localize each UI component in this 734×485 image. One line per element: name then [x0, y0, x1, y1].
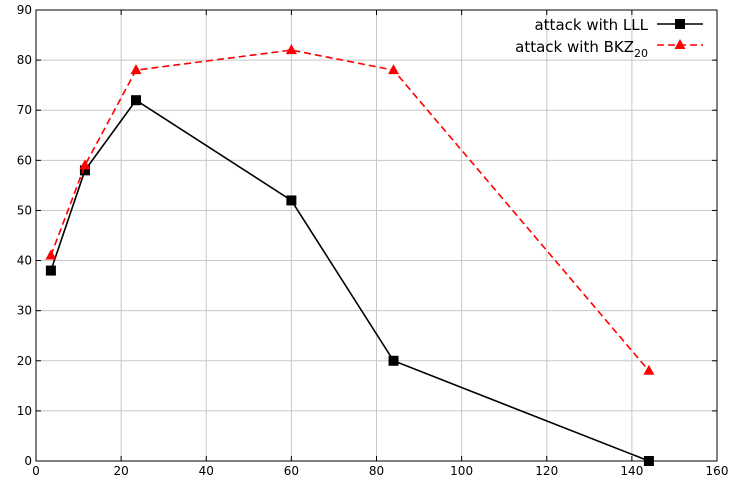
series-0-point-5 [643, 456, 654, 466]
y-tick-label-90: 90 [17, 3, 32, 17]
y-tick-label-0: 0 [24, 454, 32, 468]
x-tick-label-80: 80 [369, 464, 384, 478]
series-0-point-3 [286, 195, 297, 206]
series-line-1 [50, 49, 650, 372]
x-tick-label-60: 60 [284, 464, 299, 478]
series-1-point-3 [285, 44, 297, 55]
series-group [45, 44, 655, 466]
legend-marker-0 [675, 19, 685, 29]
grid [36, 10, 717, 461]
series-0-point-0 [45, 265, 56, 276]
y-tick-label-50: 50 [17, 203, 32, 217]
legend-label-bkz: attack with BKZ20 [515, 38, 648, 60]
legend: attack with LLL attack with BKZ20 [515, 16, 703, 60]
series-1-point-1 [79, 159, 91, 170]
legend-marker-1 [674, 39, 686, 49]
series-line-0 [50, 99, 650, 462]
series-0-point-1 [79, 165, 90, 176]
x-tick-label-140: 140 [620, 464, 643, 478]
x-tick-label-0: 0 [32, 464, 40, 478]
x-tick-label-40: 40 [199, 464, 214, 478]
x-tick-label-160: 160 [706, 464, 729, 478]
series-1-point-0 [45, 249, 57, 260]
series-1 [45, 44, 655, 375]
y-tick-label-30: 30 [17, 304, 32, 318]
y-tick-label-40: 40 [17, 254, 32, 268]
y-tick-label-20: 20 [17, 354, 32, 368]
x-tick-label-20: 20 [113, 464, 128, 478]
x-tick-label-100: 100 [450, 464, 473, 478]
y-tick-label-10: 10 [17, 404, 32, 418]
legend-label-bkz-subscript: 20 [634, 47, 648, 60]
series-0-point-2 [131, 95, 142, 106]
series-1-point-5 [643, 364, 655, 375]
series-1-point-4 [388, 64, 400, 75]
y-tick-label-70: 70 [17, 103, 32, 117]
legend-label-bkz-main: attack with BKZ [515, 38, 634, 56]
y-tick-label-80: 80 [17, 53, 32, 67]
series-1-point-2 [130, 64, 142, 75]
legend-label-lll: attack with LLL [534, 16, 648, 34]
y-tick-label-60: 60 [17, 153, 32, 167]
series-0 [45, 95, 654, 466]
x-tick-label-120: 120 [535, 464, 558, 478]
series-0-point-4 [388, 355, 399, 366]
axis-ticks: 0 20 40 60 80 100 120 140 160 0 10 20 30 40 50 60 70 80 90 [17, 3, 729, 478]
